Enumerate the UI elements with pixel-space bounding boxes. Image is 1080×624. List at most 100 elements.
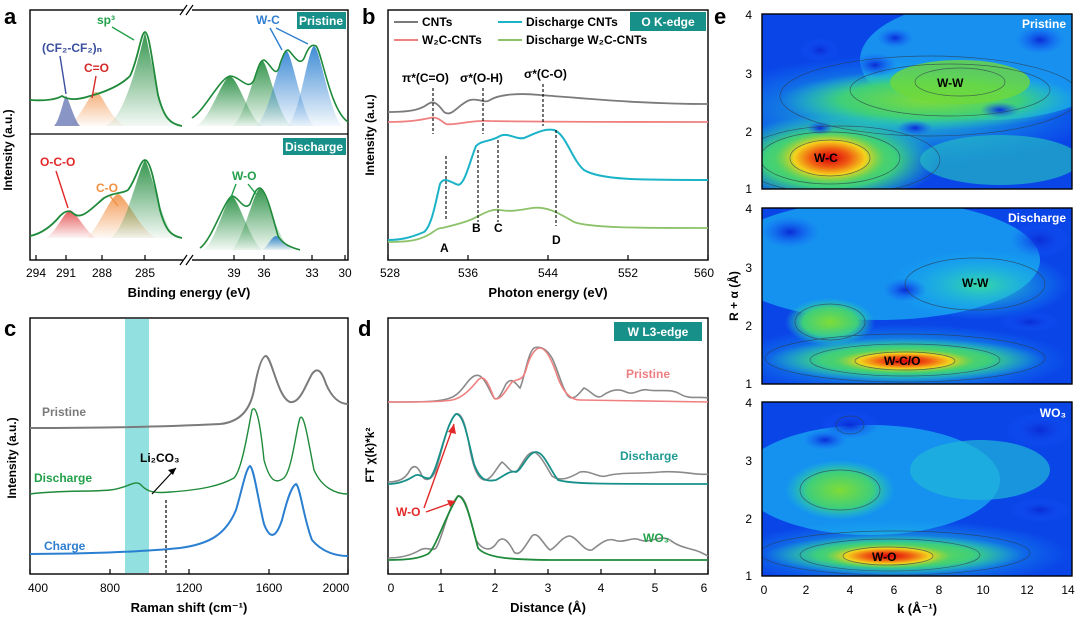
heatmap-title-pristine: Pristine bbox=[1022, 17, 1066, 31]
curve-raman-pristine bbox=[29, 354, 349, 429]
e1-ytick-3: 3 bbox=[745, 67, 752, 81]
label-ft-wo3: WO₃ bbox=[643, 531, 669, 545]
e2-ytick-1: 1 bbox=[745, 377, 752, 391]
badge-w-l3-edge-text: W L3-edge bbox=[628, 325, 689, 339]
e-xtick-14: 14 bbox=[1061, 583, 1075, 597]
curve-ft-wo3-fit bbox=[387, 495, 708, 561]
label-pi-c-o: π*(C=O) bbox=[402, 71, 449, 85]
label-w-c: W-C bbox=[256, 13, 280, 27]
e1-ytick-4: 4 bbox=[745, 8, 752, 22]
c-xtick-1200: 1200 bbox=[176, 581, 203, 595]
e-xtick-4: 4 bbox=[847, 583, 854, 597]
panel-c: c Intensity (a.u.) Pristine Discharge Ch… bbox=[4, 316, 350, 615]
d-xtick-0: 0 bbox=[388, 581, 395, 595]
label-cf2: (CF₂-CF₂)ₙ bbox=[42, 41, 102, 55]
heatmap-pristine-frame bbox=[761, 13, 1073, 190]
panel-b-xticks: 528 536 544 552 560 bbox=[380, 255, 714, 280]
panel-c-frame bbox=[29, 317, 349, 575]
label-li2co3: Li₂CO₃ bbox=[140, 451, 180, 465]
e2-ytick-4: 4 bbox=[745, 202, 752, 216]
panel-b-ylabel: Intensity (a.u.) bbox=[363, 94, 377, 175]
label-e-pristine-w-c: W-C bbox=[814, 151, 838, 165]
curve-ft-pristine-fit bbox=[387, 347, 709, 403]
label-sigma-c-o: σ*(C-O) bbox=[524, 67, 567, 81]
legend-w2c-cnts: W₂C-CNTs bbox=[422, 33, 482, 47]
heatmap-wo3-frame bbox=[761, 401, 1073, 577]
label-o-c-o: O-C-O bbox=[40, 155, 75, 169]
panel-label-a: a bbox=[4, 4, 17, 29]
c-xtick-2000: 2000 bbox=[323, 581, 350, 595]
b-xtick-544: 544 bbox=[538, 266, 558, 280]
label-sp3: sp³ bbox=[97, 13, 115, 27]
panel-e: e R + α (Å) W-W W- bbox=[714, 4, 1075, 616]
e1-ytick-1: 1 bbox=[745, 182, 752, 196]
panel-b-frame bbox=[387, 9, 709, 261]
e-xtick-10: 10 bbox=[976, 583, 990, 597]
discharge-w4f-peaks bbox=[199, 187, 301, 251]
e-xtick-8: 8 bbox=[936, 583, 943, 597]
curve-raman-discharge bbox=[29, 408, 349, 495]
panel-e-yticks: 4 3 2 1 4 3 2 1 4 3 2 1 bbox=[745, 8, 752, 583]
d-xtick-5: 5 bbox=[652, 581, 659, 595]
e-xtick-6: 6 bbox=[891, 583, 898, 597]
curve-discharge-w2c-cnts bbox=[387, 206, 709, 243]
panel-e-xticks: 0 2 4 6 8 10 12 14 bbox=[761, 583, 1075, 597]
panel-b-feature-markers bbox=[432, 84, 557, 226]
d-xtick-2: 2 bbox=[492, 581, 499, 595]
panel-c-xlabel: Raman shift (cm⁻¹) bbox=[131, 600, 248, 615]
label-A: A bbox=[440, 241, 449, 255]
a-xtick-288: 288 bbox=[92, 266, 112, 280]
panel-d-xticks: 0 1 2 3 4 5 6 bbox=[387, 569, 709, 595]
label-c-o: C-O bbox=[96, 181, 118, 195]
curve-cnts bbox=[387, 93, 709, 115]
c-xtick-400: 400 bbox=[28, 581, 48, 595]
badge-discharge bbox=[283, 138, 346, 155]
e3-ytick-1: 1 bbox=[745, 569, 752, 583]
heatmap-title-discharge: Discharge bbox=[1008, 211, 1066, 225]
b-xtick-560: 560 bbox=[694, 266, 714, 280]
curve-discharge-cnts bbox=[387, 128, 709, 241]
panel-e-xlabel: k (Å⁻¹) bbox=[897, 601, 937, 616]
a-xtick-291: 291 bbox=[56, 266, 76, 280]
heatmap-discharge-frame bbox=[761, 207, 1073, 385]
curve-raman-charge bbox=[29, 464, 349, 557]
discharge-c1s-fit bbox=[29, 159, 183, 239]
e-xtick-12: 12 bbox=[1020, 583, 1034, 597]
discharge-w4f-fit bbox=[199, 187, 301, 251]
label-c-eq-o: C=O bbox=[84, 61, 109, 75]
legend-discharge-cnts: Discharge CNTs bbox=[526, 15, 618, 29]
axis-break-top bbox=[179, 4, 194, 16]
label-C: C bbox=[494, 221, 503, 235]
panel-label-e: e bbox=[714, 4, 726, 29]
legend-cnts: CNTs bbox=[422, 15, 453, 29]
d-xtick-1: 1 bbox=[438, 581, 445, 595]
b-xtick-552: 552 bbox=[618, 266, 638, 280]
e2-ytick-3: 3 bbox=[745, 261, 752, 275]
label-e-discharge-w-w: W-W bbox=[962, 276, 989, 290]
panel-a: a Intensity (a.u.) bbox=[1, 4, 352, 300]
panel-a-xlabel: Binding energy (eV) bbox=[128, 285, 251, 300]
label-sigma-o-h: σ*(O-H) bbox=[460, 71, 503, 85]
heatmap-title-wo3: WO₃ bbox=[1040, 406, 1066, 420]
axis-break-bottom bbox=[179, 254, 194, 266]
a-xtick-294: 294 bbox=[26, 266, 46, 280]
label-e-pristine-w-w: W-W bbox=[937, 76, 964, 90]
a-xtick-33: 33 bbox=[305, 266, 319, 280]
panel-c-ylabel: Intensity (a.u.) bbox=[5, 417, 19, 498]
e-xtick-2: 2 bbox=[803, 583, 810, 597]
b-xtick-528: 528 bbox=[380, 266, 400, 280]
curve-ft-discharge-fit bbox=[387, 413, 709, 485]
panel-a-ylabel: Intensity (a.u.) bbox=[1, 109, 15, 190]
panel-d: d FT χ(k)*k² W L3-edge Pristine Discharg… bbox=[358, 316, 709, 615]
legend-discharge-w2c-cnts: Discharge W₂C-CNTs bbox=[526, 33, 647, 47]
e3-ytick-4: 4 bbox=[745, 396, 752, 410]
curve-ft-discharge-data bbox=[387, 413, 709, 483]
panel-b: b Intensity (a.u.) CNTs W₂C-CNTs Dischar… bbox=[362, 4, 714, 300]
label-ft-discharge: Discharge bbox=[620, 449, 678, 463]
a-xtick-39: 39 bbox=[227, 266, 241, 280]
badge-w-l3-edge bbox=[614, 322, 702, 341]
discharge-c1s-peaks bbox=[29, 159, 183, 239]
shaded-band bbox=[125, 319, 149, 573]
e2-ytick-2: 2 bbox=[745, 319, 752, 333]
label-D: D bbox=[552, 233, 561, 247]
